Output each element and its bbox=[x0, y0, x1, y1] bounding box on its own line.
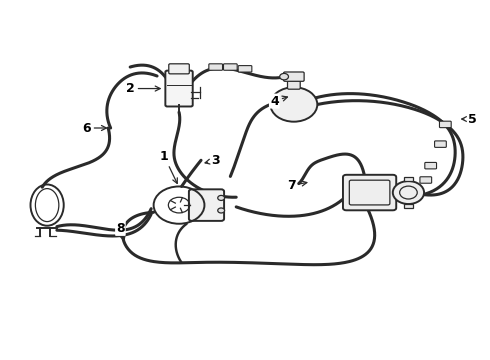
Circle shape bbox=[270, 87, 318, 122]
FancyBboxPatch shape bbox=[435, 141, 446, 147]
FancyBboxPatch shape bbox=[343, 175, 396, 210]
Text: 2: 2 bbox=[126, 82, 160, 95]
FancyBboxPatch shape bbox=[420, 177, 432, 183]
FancyBboxPatch shape bbox=[238, 66, 252, 72]
Text: 5: 5 bbox=[462, 113, 477, 126]
Circle shape bbox=[218, 208, 224, 213]
Circle shape bbox=[393, 181, 424, 204]
FancyBboxPatch shape bbox=[440, 121, 451, 128]
FancyBboxPatch shape bbox=[189, 189, 224, 221]
Text: 1: 1 bbox=[160, 150, 177, 183]
FancyBboxPatch shape bbox=[209, 64, 222, 70]
Text: 7: 7 bbox=[287, 179, 307, 192]
Text: 6: 6 bbox=[82, 122, 106, 135]
FancyBboxPatch shape bbox=[404, 204, 414, 208]
Text: 3: 3 bbox=[205, 154, 220, 167]
FancyBboxPatch shape bbox=[288, 79, 300, 89]
Text: 4: 4 bbox=[270, 95, 288, 108]
FancyBboxPatch shape bbox=[165, 71, 193, 107]
FancyBboxPatch shape bbox=[169, 64, 189, 74]
FancyBboxPatch shape bbox=[284, 72, 304, 81]
Circle shape bbox=[280, 73, 289, 80]
Circle shape bbox=[218, 195, 224, 201]
FancyBboxPatch shape bbox=[425, 162, 437, 169]
FancyBboxPatch shape bbox=[223, 64, 237, 70]
FancyBboxPatch shape bbox=[404, 177, 414, 181]
Text: 8: 8 bbox=[116, 222, 125, 240]
